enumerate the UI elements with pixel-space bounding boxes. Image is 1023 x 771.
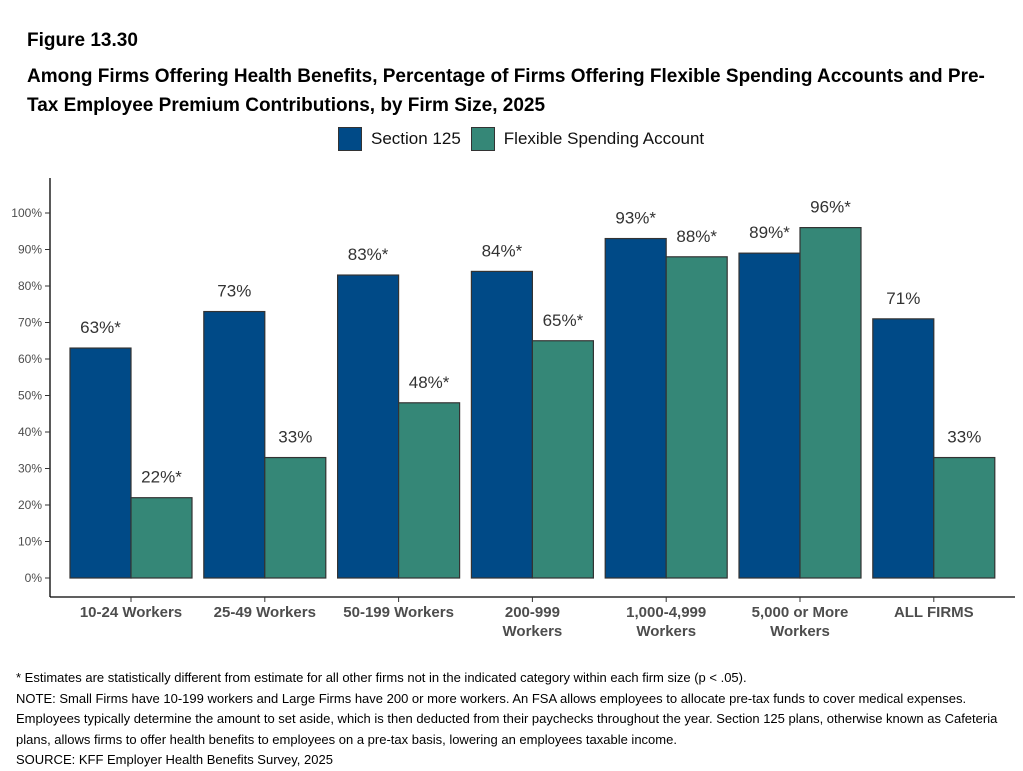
x-tick-label: 10-24 Workers xyxy=(80,604,182,621)
data-label: 93%* xyxy=(615,209,656,228)
data-label: 63%* xyxy=(80,318,121,337)
y-tick-label: 90% xyxy=(18,243,42,257)
chart-title: Among Firms Offering Health Benefits, Pe… xyxy=(27,66,985,116)
legend: Section 125 Flexible Spending Account xyxy=(338,127,714,151)
x-tick-label: 25-49 Workers xyxy=(214,604,316,621)
bar-fsa xyxy=(398,402,461,579)
data-label: 33% xyxy=(278,428,312,447)
y-tick-label: 80% xyxy=(18,279,42,293)
legend-swatch-section-125 xyxy=(338,127,362,151)
data-label: 65%* xyxy=(543,311,584,330)
x-tick-label: 1,000-4,999 xyxy=(626,604,706,621)
bar-fsa xyxy=(665,256,728,579)
data-label: 83%* xyxy=(348,245,389,264)
y-tick-label: 10% xyxy=(18,535,42,549)
y-tick-label: 40% xyxy=(18,425,42,439)
y-tick-label: 60% xyxy=(18,352,42,366)
bar-section-125 xyxy=(337,274,400,579)
footnote-source: SOURCE: KFF Employer Health Benefits Sur… xyxy=(16,752,333,767)
data-label: 71% xyxy=(886,289,920,308)
data-label: 88%* xyxy=(676,227,717,246)
data-label: 22%* xyxy=(141,468,182,487)
footnotes: * Estimates are statistically different … xyxy=(16,668,1016,771)
x-tick-label: ALL FIRMS xyxy=(894,604,974,621)
bar-section-125 xyxy=(203,310,266,579)
figure-label: Figure 13.30 xyxy=(27,30,138,51)
legend-label-fsa: Flexible Spending Account xyxy=(503,129,705,148)
x-tick-label: 200-999 xyxy=(505,604,560,621)
y-tick-label: 100% xyxy=(11,206,42,220)
bar-fsa xyxy=(799,227,862,579)
y-tick-label: 30% xyxy=(18,462,42,476)
y-tick-label: 70% xyxy=(18,316,42,330)
data-label: 96%* xyxy=(810,198,851,217)
x-tick-label: Workers xyxy=(503,623,563,640)
bar-fsa xyxy=(531,340,595,579)
footnote-significance: * Estimates are statistically different … xyxy=(16,670,747,685)
x-tick-label: Workers xyxy=(636,623,696,640)
bar-section-125 xyxy=(604,237,667,579)
y-tick-label: 20% xyxy=(18,498,42,512)
x-tick-label: 50-199 Workers xyxy=(343,604,454,621)
bar-fsa xyxy=(264,456,327,579)
y-tick-label: 0% xyxy=(25,571,43,585)
data-label: 73% xyxy=(217,282,251,301)
bar-fsa xyxy=(130,497,193,579)
data-label: 48%* xyxy=(409,373,450,392)
x-tick-label: 5,000 or More xyxy=(752,604,849,621)
x-tick-label: Workers xyxy=(770,623,830,640)
data-label: 89%* xyxy=(749,223,790,242)
bar-section-125 xyxy=(470,270,533,579)
bar-fsa xyxy=(933,456,996,579)
footnote-note: NOTE: Small Firms have 10-199 workers an… xyxy=(16,690,998,747)
bar-section-125 xyxy=(69,347,132,579)
bar-section-125 xyxy=(872,318,935,579)
data-label: 33% xyxy=(947,428,981,447)
bar-section-125 xyxy=(738,252,801,579)
data-label: 84%* xyxy=(482,241,523,260)
legend-label-section-125: Section 125 xyxy=(371,129,461,148)
legend-swatch-fsa xyxy=(470,127,495,151)
y-tick-label: 50% xyxy=(18,389,42,403)
